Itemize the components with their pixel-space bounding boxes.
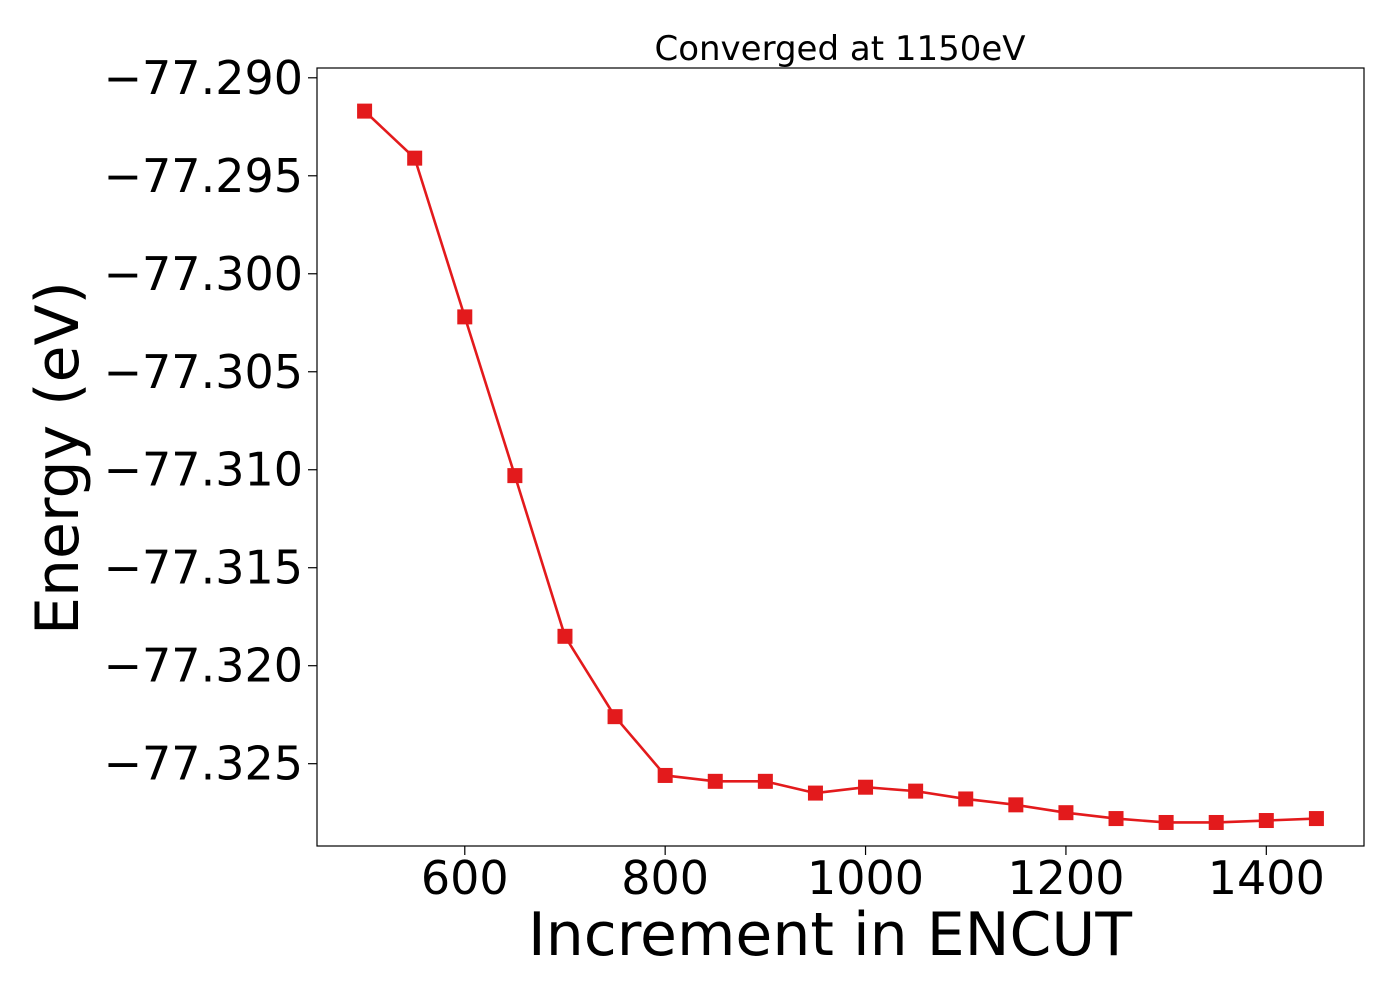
y-tick-label: −77.310 [104,443,304,497]
data-point-marker [357,103,373,119]
y-tick-label: −77.290 [104,51,304,105]
y-axis-ticks: −77.290 −77.295 −77.300 −77.305 −77.310 −77.3… [104,51,317,791]
data-point-marker [607,709,623,725]
chart-title: Converged at 1150eV [654,29,1025,69]
data-point-marker [457,309,473,325]
data-point-marker [1108,811,1124,827]
data-point-marker [858,779,874,795]
data-point-marker [1208,814,1224,830]
data-point-marker [707,773,723,789]
data-point-marker [1158,814,1174,830]
data-point-marker [1058,805,1074,821]
y-tick-label: −77.315 [104,541,304,595]
x-tick-label: 600 [421,851,509,905]
data-point-marker [507,468,523,484]
data-point-marker [557,628,573,644]
x-axis-ticks: 600 800 1000 1200 1400 [421,846,1325,905]
y-tick-label: −77.305 [104,345,304,399]
y-tick-label: −77.325 [104,737,304,791]
series-layer [357,103,1324,830]
x-tick-label: 1200 [1007,851,1124,905]
y-tick-label: −77.320 [104,639,304,693]
data-point-marker [657,767,673,783]
data-point-marker [908,783,924,799]
data-point-marker [407,150,423,166]
x-tick-label: 1400 [1208,851,1325,905]
plot-area-frame [316,67,1365,847]
y-tick-label: −77.295 [104,149,304,203]
data-point-marker [958,791,974,807]
series-line [363,110,1317,824]
y-axis-label: Energy (eV) [23,281,93,635]
x-axis-label: Increment in ENCUT [528,900,1132,970]
data-point-marker [1308,811,1324,827]
data-point-marker [1008,797,1024,813]
data-point-marker [807,785,823,801]
y-tick-label: −77.300 [104,247,304,301]
x-tick-label: 800 [621,851,709,905]
data-point-marker [757,773,773,789]
data-point-marker [1258,813,1274,829]
x-tick-label: 1000 [807,851,924,905]
